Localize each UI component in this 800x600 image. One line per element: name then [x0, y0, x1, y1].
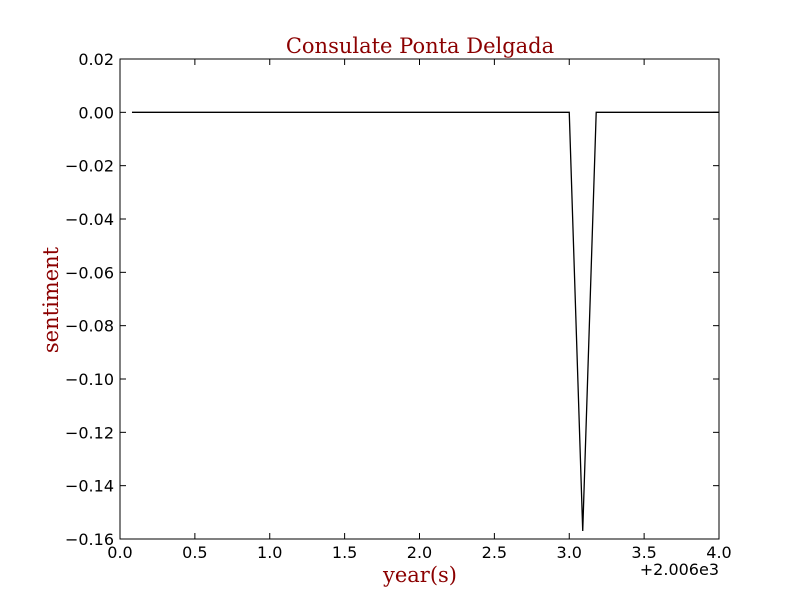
y-tick-label: −0.06: [65, 263, 114, 282]
series-line: [131, 111, 719, 532]
y-tick-label: −0.12: [65, 423, 114, 442]
y-tick-label: −0.10: [65, 370, 114, 389]
x-tick-label: 3.5: [631, 543, 656, 562]
y-tick-label: 0.02: [78, 50, 114, 69]
data-series: [131, 111, 719, 532]
y-tick-label: −0.08: [65, 317, 114, 336]
y-tick-label: −0.04: [65, 210, 114, 229]
x-tick-label: 1.5: [332, 543, 357, 562]
y-tick-label: −0.02: [65, 157, 114, 176]
y-tick-label: −0.16: [65, 530, 114, 549]
chart-title: Consulate Ponta Delgada: [286, 34, 554, 58]
y-tick-label: 0.00: [78, 103, 114, 122]
plot-area-frame: [119, 58, 720, 540]
x-tick-label: 4.0: [706, 543, 731, 562]
y-axis-label: sentiment: [39, 246, 63, 353]
x-tick-label: 2.5: [482, 543, 507, 562]
x-tick-label: 3.0: [557, 543, 582, 562]
x-tick-label: 0.0: [107, 543, 132, 562]
axis-tick-labels: 0.0 0.5 1.0 1.5 2.0 2.5 3.0 3.5 4.0 0.02 0.00 −0.02…: [65, 50, 732, 562]
x-tick-label: 1.0: [257, 543, 282, 562]
y-tick-label: −0.14: [65, 477, 114, 496]
x-tick-label: 2.0: [407, 543, 432, 562]
x-axis-label: year(s): [382, 563, 457, 587]
x-axis-offset-label: +2.006e3: [640, 560, 719, 579]
x-tick-label: 0.5: [182, 543, 207, 562]
